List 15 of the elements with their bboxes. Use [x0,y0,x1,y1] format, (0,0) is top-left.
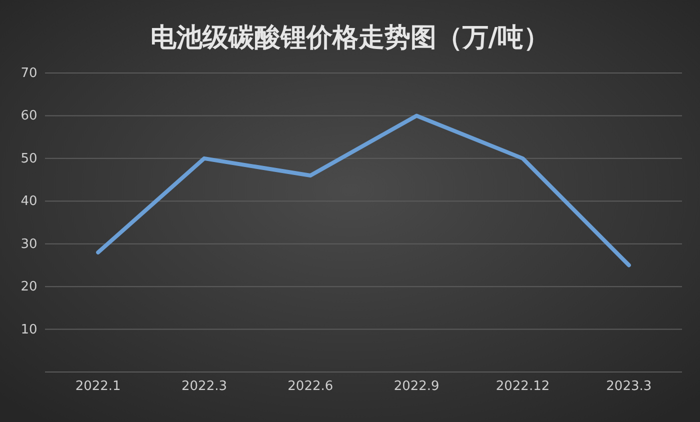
x-tick-label: 2022.6 [288,379,334,394]
y-tick-label: 70 [20,66,38,81]
x-tick-label: 2022.1 [75,379,121,394]
x-tick-label: 2023.3 [606,379,652,394]
y-tick-label: 20 [20,280,38,295]
x-tick-label: 2022.9 [394,379,440,394]
y-tick-label: 30 [20,236,38,252]
y-tick-label: 60 [20,108,38,124]
chart-title: 电池级碳酸锂价格走势图（万/吨） [150,23,550,53]
x-tick-label: 2022.3 [182,379,227,394]
line-series [96,114,631,268]
y-tick-label: 10 [20,322,38,338]
x-tick-label: 2022.12 [496,379,550,394]
y-tick-label: 40 [20,194,38,210]
y-tick-label: 50 [20,151,38,166]
